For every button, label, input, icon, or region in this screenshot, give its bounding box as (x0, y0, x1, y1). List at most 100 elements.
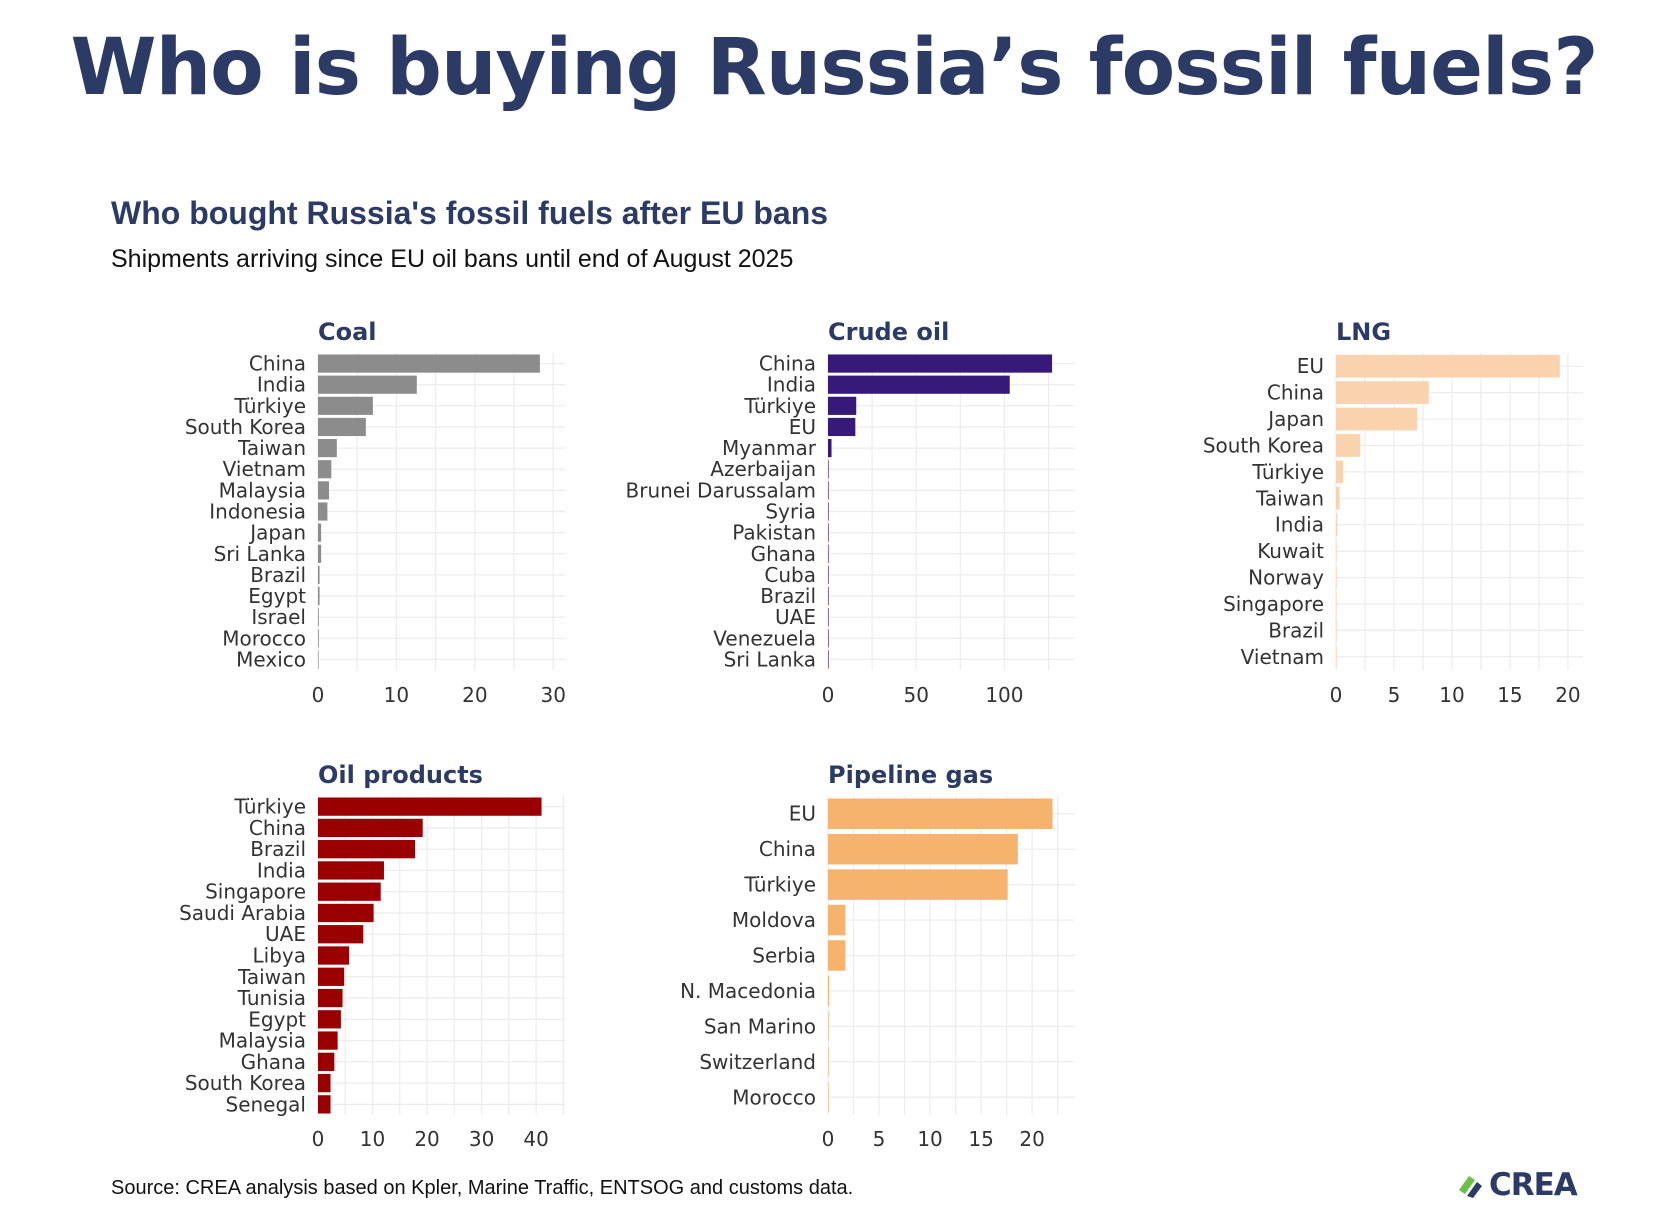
coal-bar (318, 523, 322, 542)
coal-tick-label: 10 (384, 683, 409, 707)
coal-category-label: Morocco (222, 626, 306, 650)
oil-products-bar (318, 903, 374, 923)
coal-category-label: Indonesia (209, 500, 306, 524)
coal-bar (318, 439, 337, 458)
oil-products-bar (318, 1031, 338, 1050)
lng-category-label: Norway (1248, 566, 1324, 590)
pipeline-gas-tick-label: 15 (968, 1127, 993, 1151)
crude-oil-tick-label: 100 (985, 683, 1023, 707)
lng-tick-label: 5 (1388, 683, 1401, 707)
coal-category-label: Israel (251, 605, 306, 629)
oil-products-bar (318, 861, 384, 880)
oil-products-tick-label: 10 (360, 1127, 385, 1151)
coal-category-label: Türkiye (233, 394, 306, 418)
oil-products-category-label: Saudi Arabia (179, 901, 306, 925)
oil-products-tick-label: 40 (523, 1127, 548, 1151)
crude-oil-bar (828, 586, 829, 606)
pipeline-gas-bar (828, 1082, 829, 1113)
source-note: Source: CREA analysis based on Kpler, Ma… (111, 1177, 854, 1199)
coal-category-label: Egypt (248, 584, 306, 608)
coal-title: Coal (318, 318, 377, 346)
lng-category-label: Singapore (1223, 592, 1324, 616)
coal-bar (318, 544, 322, 563)
oil-products-category-label: China (249, 816, 306, 840)
pipeline-gas-bar (828, 1011, 829, 1042)
headline: Who is buying Russia’s fossil fuels? (70, 23, 1599, 113)
pipeline-gas-bar (828, 904, 846, 936)
crude-oil-bar (828, 523, 829, 542)
pipeline-gas-bar (828, 975, 830, 1007)
lng-category-label: EU (1297, 354, 1324, 378)
crude-oil-category-label: Myanmar (722, 436, 817, 460)
oil-products-category-label: Libya (253, 944, 307, 968)
crude-oil-category-label: Pakistan (732, 521, 816, 545)
crude-oil-category-label: Azerbaijan (710, 457, 816, 481)
crea-logo-icon (1459, 1176, 1482, 1198)
coal-tick-label: 0 (312, 683, 325, 707)
coal-category-label: China (249, 352, 306, 376)
oil-products-bar (318, 946, 350, 965)
chart-subtitle: Shipments arriving since EU oil bans unt… (111, 245, 794, 273)
coal-bar (318, 460, 332, 479)
pipeline-gas-category-label: Serbia (752, 944, 816, 968)
oil-products-tick-label: 0 (312, 1127, 325, 1151)
crude-oil-category-label: Brazil (760, 584, 816, 608)
crude-oil-bar (828, 502, 829, 521)
coal-bar (318, 375, 417, 394)
oil-products-bar (318, 1095, 331, 1114)
coal-bar (318, 608, 319, 627)
oil-products-title: Oil products (318, 761, 483, 789)
crude-oil-category-label: Sri Lanka (724, 647, 816, 671)
coal-bar (318, 396, 373, 415)
oil-products-category-label: Brazil (250, 837, 306, 861)
crude-oil-bar (828, 375, 1010, 394)
oil-products-category-label: Egypt (248, 1007, 306, 1031)
lng-bar (1336, 645, 1337, 669)
coal-category-label: Brazil (250, 563, 306, 587)
coal-tick-label: 30 (541, 683, 566, 707)
crude-oil-category-label: UAE (775, 605, 816, 629)
crude-oil-bar (828, 544, 829, 563)
crude-oil-category-label: Syria (765, 500, 816, 524)
pipeline-gas-category-label: EU (789, 802, 816, 826)
crude-oil-bar (828, 439, 832, 458)
coal-bar (318, 586, 320, 606)
pipeline-gas-category-label: N. Macedonia (680, 979, 816, 1003)
coal-bar (318, 629, 319, 648)
crude-oil-category-label: India (767, 373, 816, 397)
crude-oil-category-label: Brunei Darussalam (626, 478, 816, 502)
lng-category-label: Kuwait (1257, 539, 1324, 563)
pipeline-gas-category-label: Türkiye (743, 873, 816, 897)
pipeline-gas-tick-label: 10 (917, 1127, 942, 1151)
crude-oil-tick-label: 0 (822, 683, 835, 707)
coal-category-label: Mexico (236, 647, 306, 671)
pipeline-gas-bar (828, 940, 846, 971)
lng-bar (1336, 460, 1343, 484)
crea-logo: CREA (1455, 1165, 1578, 1205)
lng-bar (1336, 407, 1418, 431)
coal-category-label: India (257, 373, 306, 397)
coal-bar (318, 354, 540, 373)
crude-oil-panel: Crude oil ChinaIndiaTürkiyeEUMyanmarAzerb… (626, 318, 1075, 707)
oil-products-category-label: Malaysia (219, 1029, 306, 1053)
oil-products-bar (318, 988, 343, 1008)
pipeline-gas-category-label: Morocco (732, 1085, 816, 1109)
pipeline-gas-bar (828, 798, 1053, 829)
crude-oil-title: Crude oil (828, 318, 949, 346)
crea-logo-text: CREA (1489, 1167, 1578, 1203)
coal-bar (318, 502, 328, 521)
lng-bar (1336, 486, 1340, 510)
lng-bar (1336, 539, 1337, 563)
crude-oil-category-label: EU (789, 415, 816, 439)
oil-products-category-label: Senegal (226, 1092, 307, 1116)
pipeline-gas-category-label: Moldova (732, 908, 816, 932)
crude-oil-bar (828, 629, 829, 648)
crude-oil-tick-label: 50 (903, 683, 928, 707)
chart-title: Who bought Russia's fossil fuels after E… (111, 195, 829, 231)
lng-title: LNG (1336, 318, 1391, 346)
lng-tick-label: 0 (1330, 683, 1343, 707)
oil-products-category-label: Türkiye (233, 795, 306, 819)
lng-tick-label: 15 (1497, 683, 1522, 707)
crude-oil-bar (828, 650, 829, 669)
